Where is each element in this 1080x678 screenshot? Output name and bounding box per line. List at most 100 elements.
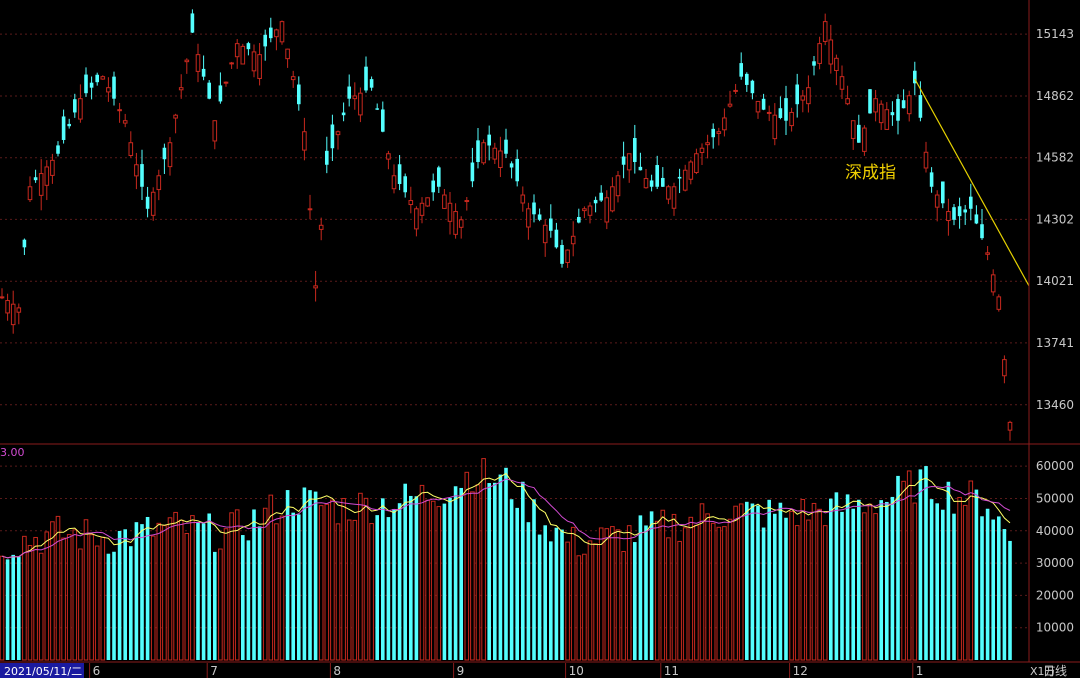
volume-bar[interactable] (727, 518, 733, 661)
candle-body[interactable] (73, 99, 77, 113)
candle-body[interactable] (128, 142, 134, 156)
volume-bar[interactable] (773, 513, 777, 660)
candle-body[interactable] (980, 224, 984, 239)
volume-bar[interactable] (38, 552, 44, 661)
candle-body[interactable] (381, 109, 385, 132)
candle-body[interactable] (100, 76, 106, 80)
volume-bar[interactable] (313, 491, 318, 660)
volume-bar[interactable] (699, 503, 705, 661)
candle-body[interactable] (218, 85, 223, 102)
candle-body[interactable] (150, 191, 156, 216)
volume-bar[interactable] (381, 498, 385, 660)
volume-bar[interactable] (733, 505, 738, 661)
candle-body[interactable] (745, 73, 749, 85)
volume-bar[interactable] (890, 496, 895, 660)
volume-bar[interactable] (957, 496, 962, 661)
candle-body[interactable] (419, 202, 425, 216)
volume-bar[interactable] (470, 491, 475, 661)
volume-bar[interactable] (392, 509, 396, 660)
volume-bar[interactable] (352, 519, 358, 661)
candle-body[interactable] (694, 153, 699, 174)
volume-bar[interactable] (11, 554, 15, 660)
candle-body[interactable] (828, 39, 834, 65)
volume-bar[interactable] (626, 525, 632, 661)
candle-body[interactable] (733, 89, 738, 92)
volume-bar[interactable] (274, 523, 279, 661)
volume-bar[interactable] (17, 556, 21, 660)
candle-body[interactable] (1007, 421, 1013, 431)
volume-bar[interactable] (867, 503, 873, 661)
volume-bar[interactable] (459, 487, 463, 660)
candle-body[interactable] (10, 303, 16, 326)
candle-body[interactable] (896, 98, 900, 121)
candle-body[interactable] (184, 59, 190, 63)
candle-body[interactable] (487, 134, 491, 146)
volume-bar[interactable] (134, 522, 139, 660)
candle-body[interactable] (437, 167, 441, 187)
volume-bar[interactable] (800, 499, 806, 661)
volume-bar[interactable] (873, 513, 878, 661)
candle-body[interactable] (873, 98, 878, 113)
volume-bar[interactable] (150, 535, 156, 661)
volume-bar[interactable] (789, 510, 794, 661)
candle-body[interactable] (0, 296, 5, 299)
volume-bar[interactable] (784, 517, 788, 660)
volume-bar[interactable] (252, 509, 256, 660)
volume-bar[interactable] (268, 494, 274, 661)
candle-body[interactable] (526, 208, 531, 228)
candle-body[interactable] (812, 61, 816, 66)
candle-body[interactable] (223, 81, 229, 84)
candle-body[interactable] (806, 87, 811, 105)
volume-bar[interactable] (997, 516, 1001, 660)
volume-bar[interactable] (794, 525, 800, 661)
candle-body[interactable] (358, 92, 363, 116)
volume-bar[interactable] (649, 511, 654, 660)
volume-bar[interactable] (924, 466, 928, 660)
volume-bar[interactable] (22, 535, 27, 661)
volume-bar[interactable] (190, 515, 195, 661)
candle-body[interactable] (458, 219, 464, 228)
volume-bar[interactable] (834, 492, 839, 660)
volume-bar[interactable] (974, 489, 979, 660)
candle-body[interactable] (89, 82, 94, 88)
volume-bar[interactable] (722, 526, 727, 661)
candle-body[interactable] (520, 194, 526, 204)
volume-bar[interactable] (83, 519, 89, 661)
candle-body[interactable] (626, 153, 632, 171)
candle-body[interactable] (335, 131, 341, 136)
candle-body[interactable] (178, 87, 184, 91)
candle-body[interactable] (716, 131, 722, 134)
candle-body[interactable] (655, 165, 659, 187)
volume-bar[interactable] (543, 525, 547, 660)
candle-body[interactable] (307, 208, 313, 211)
candle-body[interactable] (285, 48, 290, 60)
volume-bar[interactable] (285, 490, 290, 660)
volume-bar[interactable] (207, 513, 211, 660)
candle-body[interactable] (391, 175, 397, 190)
volume-bar[interactable] (453, 486, 458, 660)
candle-body[interactable] (923, 151, 929, 169)
volume-bar[interactable] (218, 548, 223, 661)
volume-bar[interactable] (1002, 529, 1007, 660)
volume-bar[interactable] (750, 503, 755, 660)
volume-bar[interactable] (929, 499, 934, 660)
volume-bar[interactable] (145, 516, 150, 660)
volume-bar[interactable] (811, 502, 817, 661)
volume-bar[interactable] (178, 519, 184, 661)
candle-body[interactable] (934, 194, 940, 208)
volume-bar[interactable] (817, 508, 822, 661)
candle-body[interactable] (587, 205, 593, 216)
volume-bar[interactable] (688, 516, 694, 661)
candle-body[interactable] (868, 89, 872, 114)
candle-body[interactable] (38, 173, 44, 196)
volume-bar[interactable] (100, 536, 106, 661)
volume-bar[interactable] (582, 553, 587, 661)
candle-body[interactable] (963, 209, 967, 213)
volume-bar[interactable] (33, 536, 38, 661)
candle-body[interactable] (16, 307, 22, 313)
candle-body[interactable] (269, 27, 273, 39)
candle-body[interactable] (727, 103, 733, 107)
candle-body[interactable] (834, 57, 839, 72)
volume-bar[interactable] (610, 526, 615, 661)
candle-body[interactable] (772, 114, 778, 140)
